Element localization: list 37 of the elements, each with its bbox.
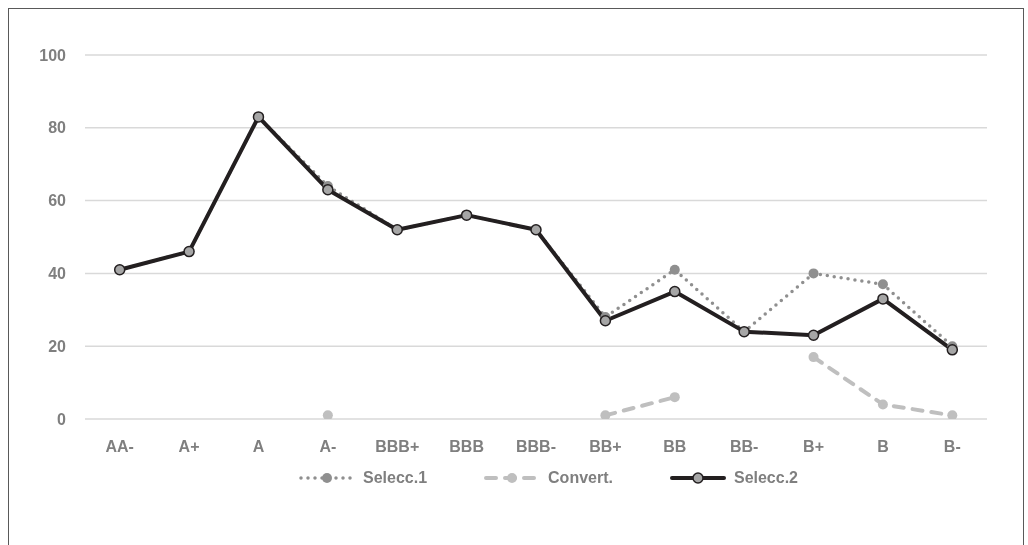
y-tick-label: 80 bbox=[48, 119, 67, 137]
x-tick-label: BB- bbox=[729, 438, 759, 456]
x-tick-label: B bbox=[877, 438, 889, 456]
y-tick-label: 60 bbox=[48, 192, 67, 210]
x-tick-label: BB+ bbox=[589, 438, 622, 456]
y-tick-label: 20 bbox=[48, 337, 67, 355]
y-tick-label: 40 bbox=[48, 265, 67, 283]
point bbox=[808, 352, 819, 363]
point bbox=[669, 285, 681, 298]
y-tick-label: 0 bbox=[57, 410, 67, 428]
x-tick-label: BBB+ bbox=[375, 438, 420, 456]
x-tick-label: B+ bbox=[803, 438, 824, 456]
legend-label: Convert. bbox=[548, 469, 613, 487]
x-tick-label: A+ bbox=[178, 438, 200, 456]
legend-label: Selecc.2 bbox=[733, 469, 799, 487]
point bbox=[669, 264, 680, 275]
point bbox=[946, 344, 959, 356]
point bbox=[808, 268, 819, 279]
point bbox=[877, 279, 888, 290]
x-tick-label: BBB- bbox=[516, 438, 556, 456]
point bbox=[877, 293, 889, 305]
point bbox=[947, 410, 958, 419]
legend-label: Selecc.1 bbox=[362, 469, 428, 487]
x-tick-label: BB bbox=[663, 438, 687, 456]
point bbox=[322, 410, 333, 419]
x-tick-label: BBB bbox=[449, 438, 484, 456]
point bbox=[877, 399, 888, 410]
x-tick-label: A bbox=[252, 438, 265, 456]
point bbox=[600, 410, 611, 419]
point bbox=[807, 329, 820, 342]
x-tick-label: A- bbox=[319, 438, 337, 456]
point bbox=[322, 183, 334, 196]
point bbox=[669, 392, 680, 403]
y-tick-label: 100 bbox=[39, 46, 67, 64]
x-tick-label: AA- bbox=[105, 438, 134, 456]
x-tick-label: B- bbox=[943, 438, 961, 456]
point bbox=[599, 314, 612, 327]
